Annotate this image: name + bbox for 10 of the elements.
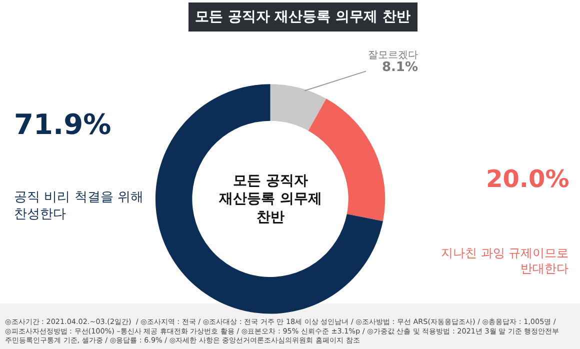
slice-label: 잘모르겠다 (368, 50, 418, 61)
data-label: 20.0% (486, 165, 570, 193)
data-label: 71.9% (14, 108, 112, 141)
text: 모든 공직자 재산등록 의무제 찬반 (218, 173, 322, 226)
slice-label: 공직 비리 척결을 위해 찬성한다 (14, 190, 144, 222)
data-label: 8.1% (382, 60, 418, 75)
slice-label: 지나친 과잉 규제이므로 반대한다 (441, 246, 569, 276)
donut-slice (155, 84, 383, 314)
chart-title: 모든 공직자 재산등록 의무제 찬반 (195, 9, 410, 25)
donut-slice (270, 84, 326, 131)
